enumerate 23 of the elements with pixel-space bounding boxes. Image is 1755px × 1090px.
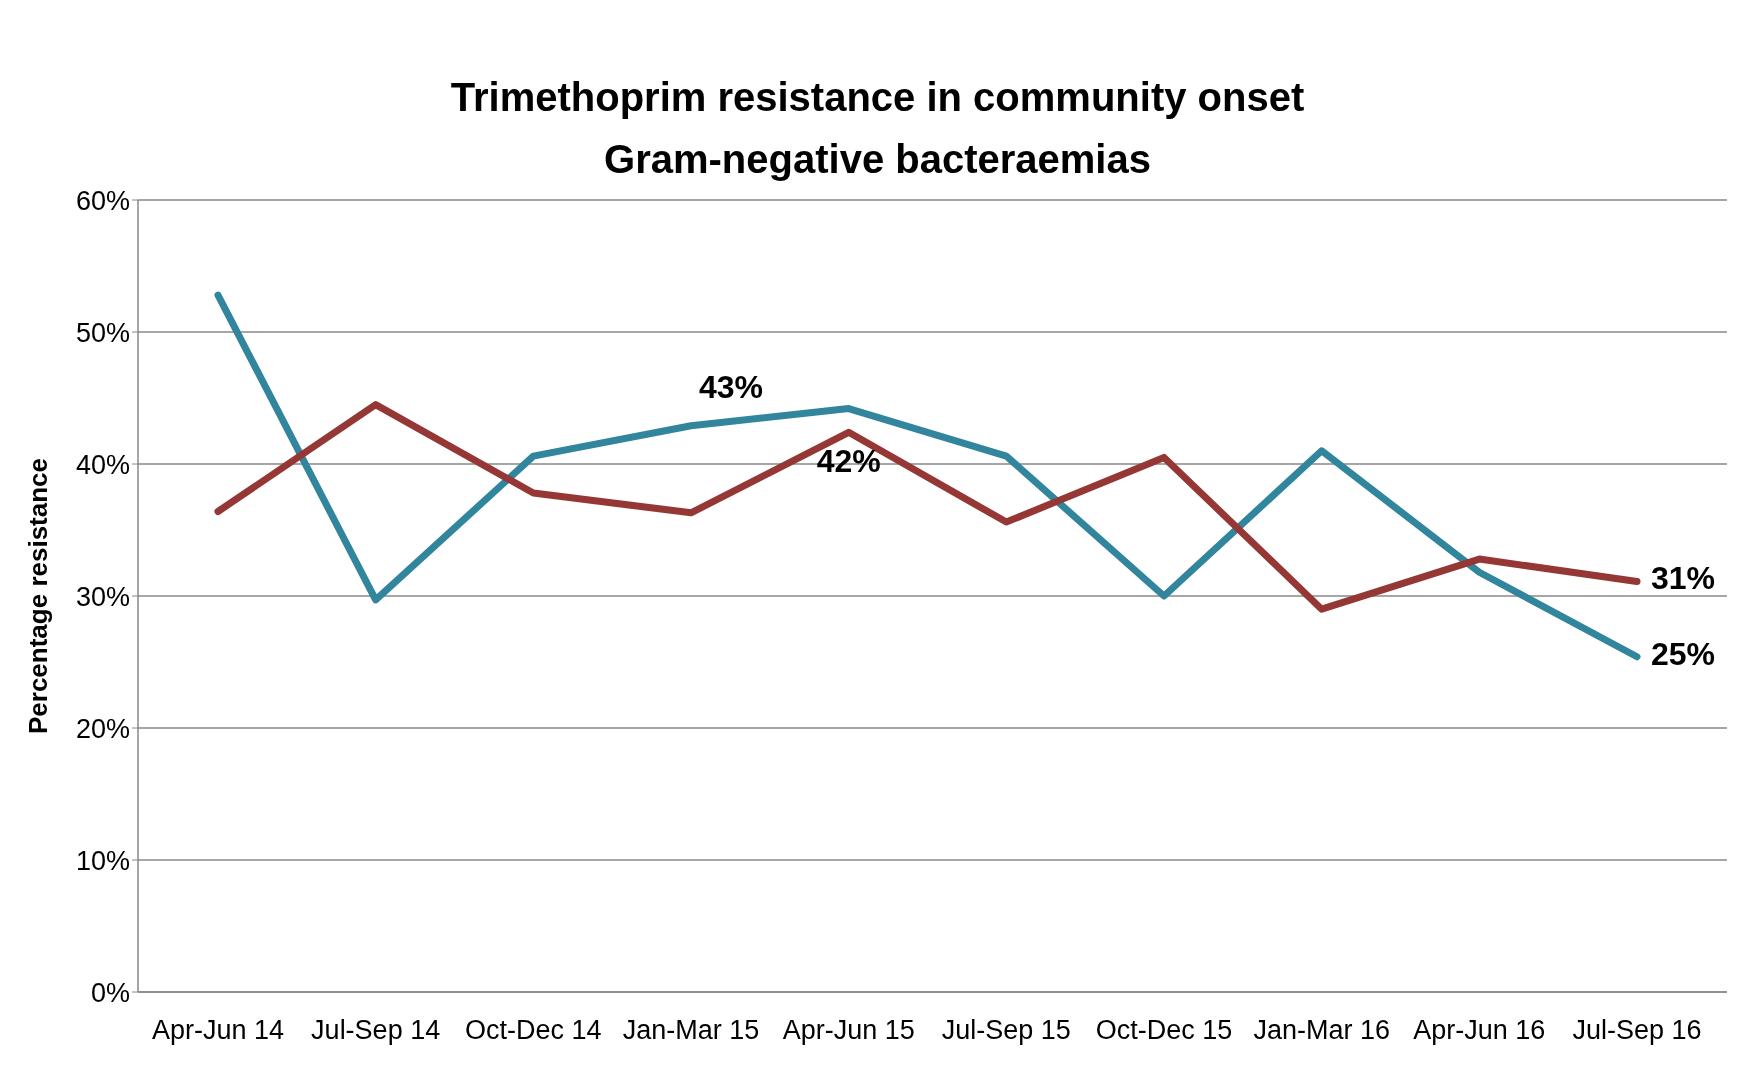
data-label: 43% xyxy=(698,368,764,405)
y-tick-label: 60% xyxy=(75,185,130,216)
chart-title: Trimethoprim resistance in community onset Gram-negative bacteraemias xyxy=(449,74,1306,181)
data-label: 25% xyxy=(1651,635,1716,672)
y-tick-label: 10% xyxy=(75,845,130,876)
y-axis-title: Percentage resistance xyxy=(23,457,54,735)
y-tick-label: 20% xyxy=(75,713,130,744)
x-tick-label: Oct-Dec 15 xyxy=(1095,1015,1233,1046)
y-tick-label: 50% xyxy=(75,317,130,348)
y-tick-label: 40% xyxy=(75,449,130,480)
x-tick-label: Apr-Jun 14 xyxy=(151,1015,285,1046)
x-tick-label: Apr-Jun 16 xyxy=(1413,1015,1546,1046)
x-tick-label: Jul-Sep 14 xyxy=(311,1015,441,1046)
x-tick-label: Jul-Sep 15 xyxy=(941,1015,1071,1046)
x-tick-label: Jan-Mar 15 xyxy=(622,1015,760,1046)
x-tick-label: Jul-Sep 16 xyxy=(1572,1015,1702,1046)
x-tick-label: Oct-Dec 14 xyxy=(465,1015,602,1046)
data-label: 31% xyxy=(1651,560,1716,597)
x-tick-label: Apr-Jun 15 xyxy=(782,1015,915,1046)
x-tick-label: Jan-Mar 16 xyxy=(1253,1015,1390,1046)
data-label: 42% xyxy=(816,443,881,480)
y-tick-label: 0% xyxy=(90,977,130,1008)
y-tick-label: 30% xyxy=(75,581,130,612)
